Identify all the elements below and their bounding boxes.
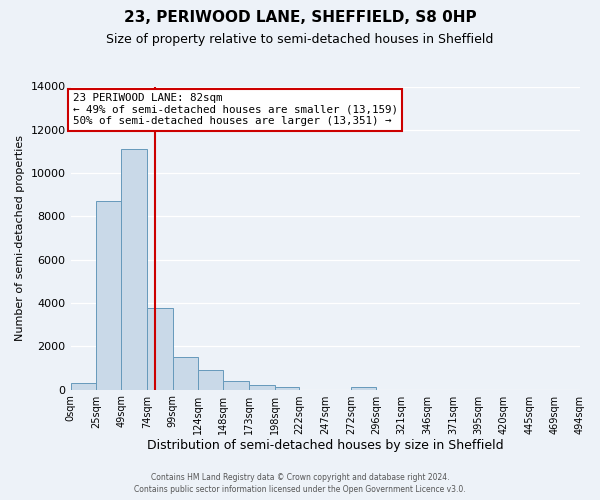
Text: 23, PERIWOOD LANE, SHEFFIELD, S8 0HP: 23, PERIWOOD LANE, SHEFFIELD, S8 0HP <box>124 10 476 25</box>
Bar <box>249 386 275 390</box>
Text: Size of property relative to semi-detached houses in Sheffield: Size of property relative to semi-detach… <box>106 32 494 46</box>
Bar <box>97 201 121 390</box>
Bar <box>223 381 249 390</box>
Bar <box>173 357 199 390</box>
Bar <box>147 308 173 390</box>
X-axis label: Distribution of semi-detached houses by size in Sheffield: Distribution of semi-detached houses by … <box>147 440 503 452</box>
Bar <box>351 387 376 390</box>
Bar <box>275 387 299 390</box>
Text: 23 PERIWOOD LANE: 82sqm
← 49% of semi-detached houses are smaller (13,159)
50% o: 23 PERIWOOD LANE: 82sqm ← 49% of semi-de… <box>73 93 398 126</box>
Bar <box>121 150 147 390</box>
Text: Contains HM Land Registry data © Crown copyright and database right 2024.
Contai: Contains HM Land Registry data © Crown c… <box>134 473 466 494</box>
Bar <box>71 383 97 390</box>
Y-axis label: Number of semi-detached properties: Number of semi-detached properties <box>15 135 25 341</box>
Bar <box>199 370 223 390</box>
